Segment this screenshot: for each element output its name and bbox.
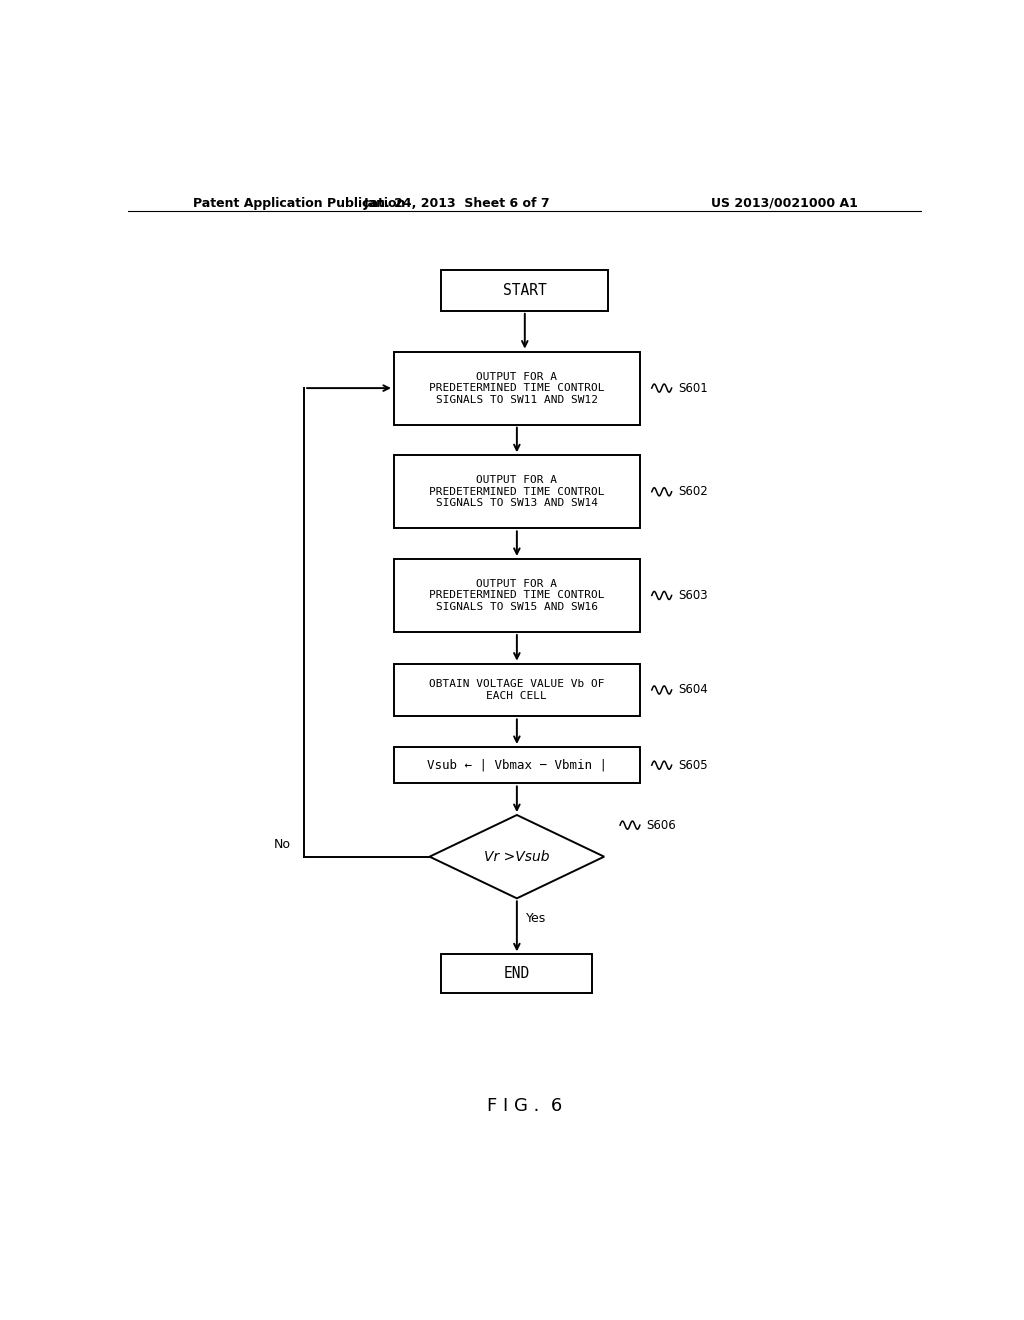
Text: S604: S604 xyxy=(678,684,708,697)
Text: Yes: Yes xyxy=(526,912,547,924)
Text: Jan. 24, 2013  Sheet 6 of 7: Jan. 24, 2013 Sheet 6 of 7 xyxy=(364,197,551,210)
Text: US 2013/0021000 A1: US 2013/0021000 A1 xyxy=(712,197,858,210)
Polygon shape xyxy=(430,814,604,899)
FancyBboxPatch shape xyxy=(394,664,640,717)
Text: Patent Application Publication: Patent Application Publication xyxy=(194,197,406,210)
Text: Vr >Vsub: Vr >Vsub xyxy=(484,850,550,863)
Text: OUTPUT FOR A
PREDETERMINED TIME CONTROL
SIGNALS TO SW15 AND SW16: OUTPUT FOR A PREDETERMINED TIME CONTROL … xyxy=(429,579,604,612)
Text: S602: S602 xyxy=(678,486,708,498)
Text: S605: S605 xyxy=(678,759,708,772)
FancyBboxPatch shape xyxy=(394,747,640,784)
Text: No: No xyxy=(273,838,291,851)
Text: Vsub ← | Vbmax − Vbmin |: Vsub ← | Vbmax − Vbmin | xyxy=(427,759,607,772)
Text: END: END xyxy=(504,966,530,981)
Text: OUTPUT FOR A
PREDETERMINED TIME CONTROL
SIGNALS TO SW13 AND SW14: OUTPUT FOR A PREDETERMINED TIME CONTROL … xyxy=(429,475,604,508)
FancyBboxPatch shape xyxy=(441,954,592,993)
Text: S601: S601 xyxy=(678,381,708,395)
FancyBboxPatch shape xyxy=(441,271,608,312)
FancyBboxPatch shape xyxy=(394,558,640,632)
Text: START: START xyxy=(503,282,547,298)
Text: S603: S603 xyxy=(678,589,708,602)
Text: OBTAIN VOLTAGE VALUE Vb OF
EACH CELL: OBTAIN VOLTAGE VALUE Vb OF EACH CELL xyxy=(429,680,604,701)
Text: S606: S606 xyxy=(646,818,676,832)
FancyBboxPatch shape xyxy=(394,351,640,425)
Text: F I G .  6: F I G . 6 xyxy=(487,1097,562,1114)
Text: OUTPUT FOR A
PREDETERMINED TIME CONTROL
SIGNALS TO SW11 AND SW12: OUTPUT FOR A PREDETERMINED TIME CONTROL … xyxy=(429,371,604,405)
FancyBboxPatch shape xyxy=(394,455,640,528)
